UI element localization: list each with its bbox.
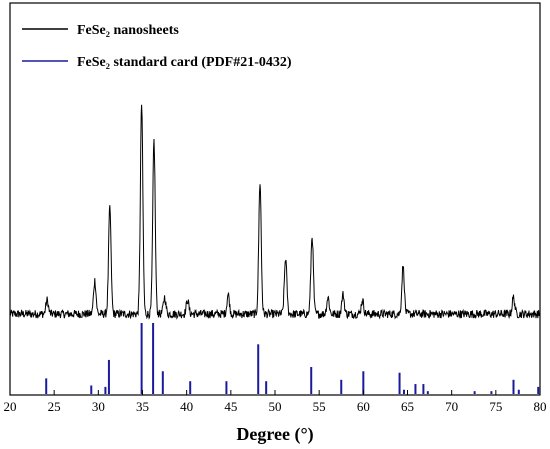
legend: FeSe₂ nanosheets FeSe₂ standard card (PD… [22,23,292,70]
x-tick-label: 25 [48,399,61,414]
x-tick-label: 75 [489,399,502,414]
x-tick-label: 20 [4,399,17,414]
x-axis-tick-labels: 20 25 30 35 40 45 50 55 60 65 70 75 80 [4,399,547,414]
x-tick-label: 40 [180,399,193,414]
nanosheets-pattern-line [9,104,541,320]
x-tick-label: 80 [534,399,547,414]
x-tick-label: 55 [313,399,326,414]
svg-text:Degree (°): Degree (°) [236,424,313,445]
x-tick-label: 30 [92,399,105,414]
x-tick-label: 65 [401,399,414,414]
legend-label-nanosheets: FeSe₂ nanosheets [77,23,179,38]
x-tick-label: 70 [445,399,458,414]
x-tick-label: 35 [136,399,149,414]
legend-label-standard-card: FeSe₂ standard card (PDF#21-0432) [77,55,292,70]
x-axis-label: Degree (°) [236,424,313,445]
x-tick-label: 45 [224,399,237,414]
x-tick-label: 50 [269,399,282,414]
standard-card-sticks [45,323,540,394]
x-tick-label: 60 [357,399,370,414]
x-axis-ticks [9,390,541,395]
